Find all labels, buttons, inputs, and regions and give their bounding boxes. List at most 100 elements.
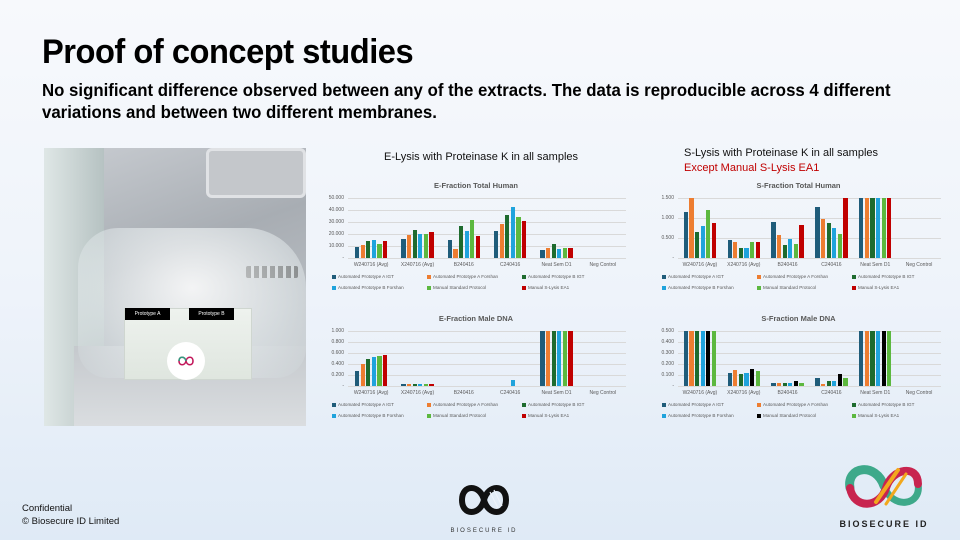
- chart-s-fraction-total-human: S-Fraction Total Human 1.500 1.000 0.500 - W2…: [646, 178, 951, 306]
- legend-label: Automated Prototype A Forshan: [433, 402, 499, 407]
- plot-area: [348, 198, 626, 259]
- bar: [777, 234, 782, 258]
- legend-item: Automated Prototype A Forshan: [757, 274, 852, 279]
- confidential-notice: Confidential © Biosecure ID Limited: [22, 502, 119, 528]
- legend-swatch: [757, 402, 761, 407]
- bar: [401, 384, 406, 386]
- x-category-label: W240716 (Avg): [353, 390, 389, 396]
- legend-swatch: [852, 285, 856, 290]
- bar: [887, 331, 892, 386]
- legend-swatch: [757, 413, 761, 418]
- legend-swatch: [662, 402, 666, 407]
- legend-swatch: [522, 285, 526, 290]
- bar: [826, 222, 831, 258]
- legend-swatch: [522, 274, 526, 279]
- bar: [755, 241, 760, 258]
- bar: [815, 207, 820, 258]
- bar: [412, 384, 417, 386]
- legend-item: Automated Prototype B Forshan: [662, 413, 757, 418]
- chart-s-fraction-male-dna: S-Fraction Male DNA 0.500 0.400 0.300 0.200 0…: [646, 311, 951, 426]
- gridline: [348, 222, 626, 223]
- legend-swatch: [332, 274, 336, 279]
- bar: [377, 356, 382, 386]
- legend-label: Automated Prototype A Forshan: [763, 274, 829, 279]
- y-tick-label: 20.000: [328, 231, 344, 237]
- bar: [875, 198, 881, 258]
- copyright-label: © Biosecure ID Limited: [22, 516, 120, 527]
- legend-label: Automated Prototype B Forshan: [668, 413, 734, 418]
- bar: [494, 231, 499, 258]
- chart-e-fraction-male-dna: E-Fraction Male DNA 1.000 0.800 0.600 0.400 0…: [316, 311, 636, 426]
- chart-e-fraction-total-human: E-Fraction Total Human 50.000 40.000 30.000…: [316, 178, 636, 306]
- bar: [689, 331, 694, 386]
- bar: [510, 379, 516, 386]
- y-tick-label: 0.600: [331, 350, 344, 356]
- slide-subtitle: No significant difference observed betwe…: [42, 80, 891, 122]
- bar: [366, 240, 371, 258]
- legend-item: Manual Standard Protocol: [427, 285, 522, 290]
- bar: [837, 374, 842, 386]
- bar: [551, 243, 556, 258]
- gridline: [678, 375, 941, 376]
- confidential-label: Confidential: [22, 503, 73, 514]
- gridline: [678, 353, 941, 354]
- y-tick-label: 0.100: [661, 372, 674, 378]
- photo-logo-sticker: [167, 342, 205, 380]
- bar: [423, 234, 428, 258]
- x-category-label: Neg Control: [905, 390, 933, 396]
- biosecure-logo-mono: BIOSECURE ID: [446, 478, 522, 538]
- gridline: [678, 258, 941, 259]
- bar: [562, 247, 567, 258]
- y-tick-label: 0.300: [661, 350, 674, 356]
- y-tick-label: 0.200: [331, 372, 344, 378]
- bar: [551, 331, 556, 386]
- x-category-label: W240716 (Avg): [353, 262, 389, 268]
- legend-label: Automated Prototype A IGT: [668, 402, 724, 407]
- bar: [355, 370, 360, 386]
- bar: [782, 383, 787, 386]
- bar: [799, 383, 804, 386]
- gridline: [348, 386, 626, 387]
- chart-title: S-Fraction Male DNA: [761, 314, 836, 323]
- legend-label: Automated Prototype B IGT: [528, 274, 585, 279]
- y-tick-label: -: [672, 255, 674, 261]
- y-tick-label: 0.400: [331, 361, 344, 367]
- legend-item: Automated Prototype A IGT: [332, 274, 427, 279]
- infinity-logo-mono-icon: [458, 485, 510, 515]
- s-lysis-heading: S-Lysis with Proteinase K in all samples: [684, 147, 879, 159]
- infinity-logo-icon: [178, 356, 194, 366]
- y-tick-label: -: [672, 383, 674, 389]
- legend-label: Manual S-Lysis EA1: [858, 413, 900, 418]
- bar: [826, 381, 831, 386]
- legend-label: Manual Standard Protocol: [433, 413, 487, 418]
- bar: [557, 249, 562, 258]
- legend-item: Automated Prototype A IGT: [662, 402, 757, 407]
- x-category-label: X240716 (Avg): [727, 390, 761, 396]
- bar: [881, 198, 886, 258]
- plot-area: [348, 331, 626, 387]
- legend-swatch: [332, 285, 336, 290]
- gridline: [348, 210, 626, 211]
- legend-item: Automated Prototype A IGT: [332, 402, 427, 407]
- x-category-label: X240716 (Avg): [400, 390, 435, 396]
- y-tick-label: 50.000: [328, 195, 344, 201]
- bar: [683, 331, 688, 386]
- prototype-b-label: Prototype B: [189, 308, 234, 320]
- bar: [568, 331, 573, 386]
- y-tick-label: 0.200: [661, 361, 674, 367]
- bar: [423, 384, 428, 386]
- y-tick-label: 0.800: [331, 339, 344, 345]
- y-tick-label: 1.000: [661, 215, 674, 221]
- legend-item: Manual S-Lysis EA1: [852, 413, 947, 418]
- bar: [700, 331, 705, 386]
- bar: [711, 331, 716, 386]
- bar: [864, 331, 869, 386]
- x-category-label: C240416: [821, 390, 842, 396]
- gridline: [348, 364, 626, 365]
- bar: [407, 234, 412, 258]
- legend-label: Manual S-Lysis EA1: [858, 285, 900, 290]
- bar: [360, 244, 365, 258]
- bar: [418, 234, 423, 258]
- plot-area: [678, 331, 941, 387]
- legend-swatch: [522, 402, 526, 407]
